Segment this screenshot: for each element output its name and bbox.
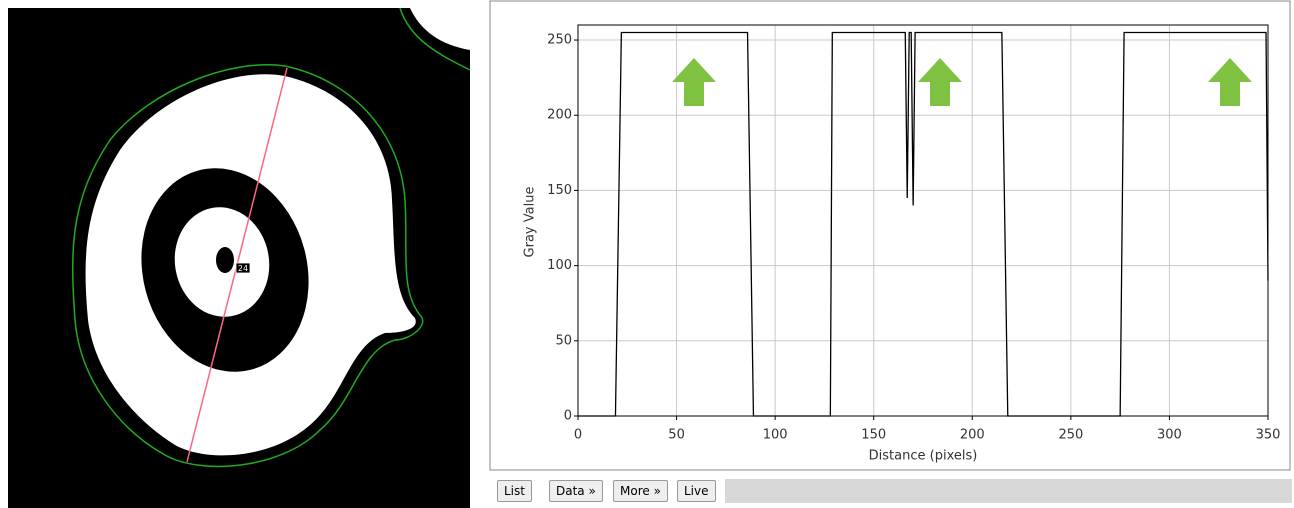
x-tick-label: 150 bbox=[861, 428, 886, 443]
x-tick-label: 300 bbox=[1157, 428, 1182, 443]
button[interactable]: List bbox=[497, 480, 532, 502]
x-tick-label: 100 bbox=[763, 428, 788, 443]
y-tick-label: 0 bbox=[564, 409, 572, 424]
button[interactable]: Live bbox=[677, 480, 716, 502]
y-axis-title: Gray Value bbox=[523, 187, 538, 258]
x-axis-title: Distance (pixels) bbox=[869, 449, 978, 464]
plot-window bbox=[490, 1, 1290, 470]
x-tick-label: 50 bbox=[668, 428, 685, 443]
x-tick-label: 0 bbox=[574, 428, 582, 443]
y-tick-label: 100 bbox=[547, 258, 572, 273]
x-tick-label: 200 bbox=[960, 428, 985, 443]
image-label: 24 bbox=[238, 264, 248, 273]
button[interactable]: Data » bbox=[549, 480, 603, 502]
y-tick-label: 200 bbox=[547, 108, 572, 123]
y-tick-label: 250 bbox=[547, 33, 572, 48]
screen: 24 Distance (pixels) Gray Value 0 50 100 15… bbox=[0, 0, 1294, 508]
page: 24 Distance (pixels) Gray Value 0 50 100 15… bbox=[0, 0, 1294, 508]
y-tick-label: 150 bbox=[547, 183, 572, 198]
button[interactable]: More » bbox=[613, 480, 668, 502]
y-tick-label: 50 bbox=[555, 333, 572, 348]
center-dot bbox=[216, 247, 234, 273]
status-bar bbox=[725, 479, 1292, 503]
x-tick-label: 250 bbox=[1058, 428, 1083, 443]
x-tick-label: 350 bbox=[1256, 428, 1281, 443]
